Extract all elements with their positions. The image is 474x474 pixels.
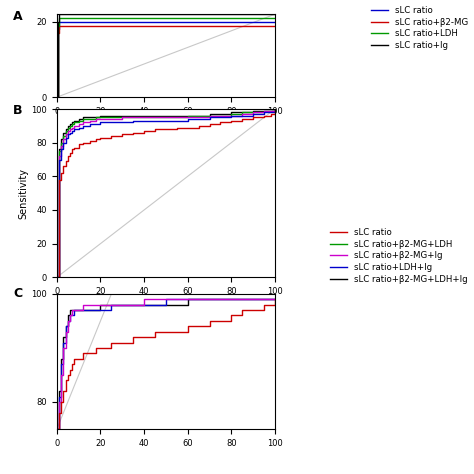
Legend: sLC ratio, sLC ratio+β2-MG+LDH, sLC ratio+β2-MG+Ig, sLC ratio+LDH+Ig, sLC ratio+: sLC ratio, sLC ratio+β2-MG+LDH, sLC rati… [328, 227, 470, 285]
Text: A: A [13, 10, 23, 23]
X-axis label: 100-Specificity: 100-Specificity [130, 121, 202, 131]
X-axis label: 100-Specificity: 100-Specificity [130, 301, 202, 311]
Y-axis label: Sensitivity: Sensitivity [18, 168, 28, 219]
Text: C: C [13, 287, 22, 300]
Legend: sLC ratio, sLC ratio+β2-MG, sLC ratio+LDH, sLC ratio+Ig: sLC ratio, sLC ratio+β2-MG, sLC ratio+LD… [369, 4, 470, 52]
Text: B: B [13, 104, 23, 117]
